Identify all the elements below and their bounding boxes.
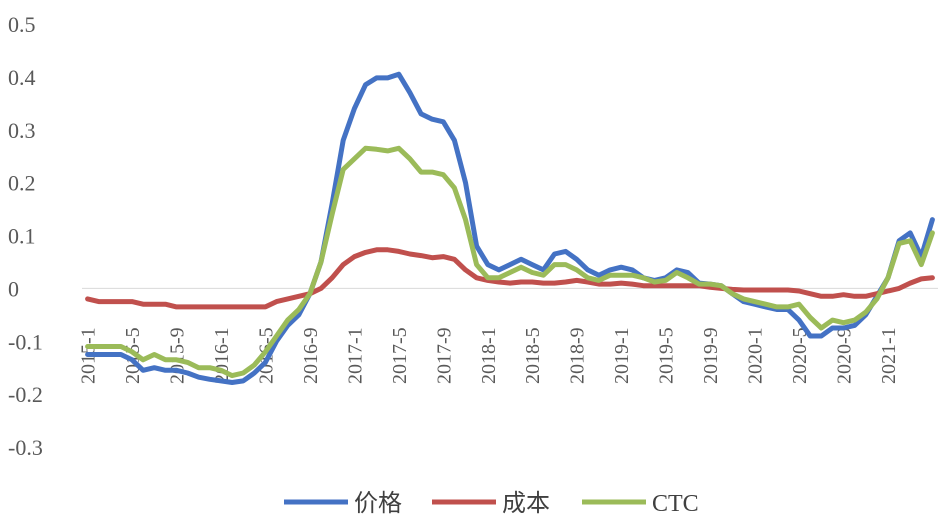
- series-line-0: [85, 71, 935, 385]
- y-tick-label: 0.2: [8, 171, 36, 196]
- legend-label: 成本: [502, 490, 550, 517]
- y-tick-label: 0.5: [8, 12, 36, 37]
- x-tick-label: 2015-5: [122, 327, 144, 384]
- y-tick-label: 0.3: [8, 118, 36, 143]
- legend-label: 价格: [354, 490, 402, 517]
- y-tick-label: 0.1: [8, 224, 36, 249]
- series-line-1: [85, 247, 935, 310]
- x-tick-label: 2016-9: [300, 327, 322, 384]
- legend: 价格 成本 CTC: [284, 490, 699, 517]
- y-tick-label: 0: [8, 276, 19, 301]
- x-tick-label: 2015-9: [166, 327, 188, 384]
- x-axis: 2015-1 2015-5 2015-9 2016-1 2016-5 2016-9 2017…: [78, 327, 900, 384]
- x-tick-label: 2017-5: [389, 327, 411, 384]
- x-tick-label: 2018-5: [522, 327, 544, 384]
- x-tick-label: 2020-9: [834, 327, 856, 384]
- y-tick-label: -0.2: [8, 382, 43, 407]
- legend-label: CTC: [652, 491, 699, 517]
- series-line-2: [85, 145, 935, 379]
- x-tick-label: 2018-9: [567, 327, 589, 384]
- y-tick-label: -0.1: [8, 329, 43, 354]
- x-tick-label: 2017-9: [433, 327, 455, 384]
- x-tick-label: 2018-1: [478, 327, 500, 384]
- x-tick-label: 2021-1: [878, 327, 900, 384]
- x-tick-label: 2017-1: [344, 327, 366, 384]
- x-tick-label: 2019-9: [700, 327, 722, 384]
- y-tick-label: -0.3: [8, 435, 43, 460]
- y-axis: 0.5 0.4 0.3 0.2 0.1 0 -0.1 -0.2 -0.3: [8, 12, 43, 460]
- x-tick-label: 2020-5: [789, 327, 811, 384]
- series-group: [85, 71, 935, 385]
- x-tick-label: 2019-1: [611, 327, 633, 384]
- x-tick-label: 2019-5: [656, 327, 678, 384]
- x-tick-label: 2020-1: [745, 327, 767, 384]
- y-tick-label: 0.4: [8, 65, 36, 90]
